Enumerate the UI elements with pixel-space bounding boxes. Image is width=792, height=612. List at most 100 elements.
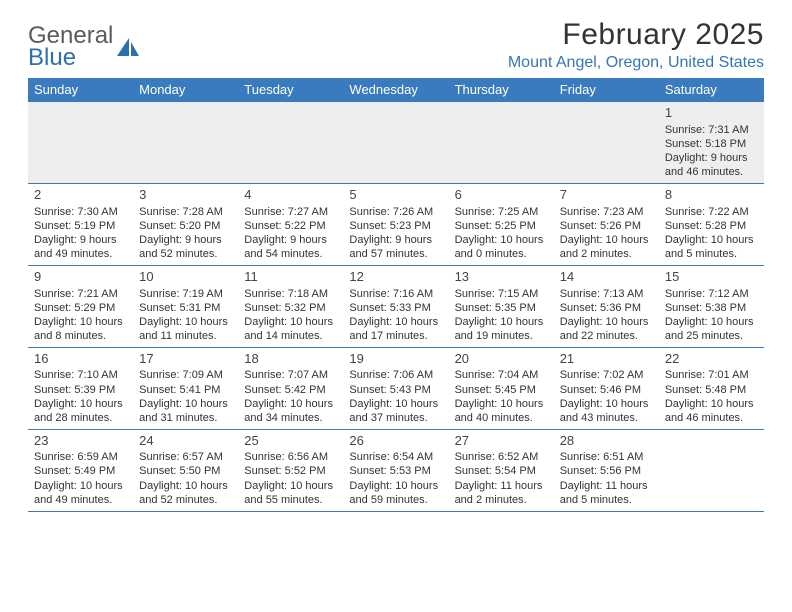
daylight-text: Daylight: 9 hours and 52 minutes. [139, 233, 234, 261]
sunset-text: Sunset: 5:18 PM [665, 137, 760, 151]
day-number: 22 [665, 351, 760, 368]
day-cell: 19Sunrise: 7:06 AMSunset: 5:43 PMDayligh… [343, 348, 448, 429]
day-cell [449, 102, 554, 183]
sunset-text: Sunset: 5:46 PM [560, 383, 655, 397]
sail-icon [115, 36, 141, 60]
day-number: 28 [560, 433, 655, 450]
sunset-text: Sunset: 5:42 PM [244, 383, 339, 397]
day-cell: 15Sunrise: 7:12 AMSunset: 5:38 PMDayligh… [659, 266, 764, 347]
day-cell: 6Sunrise: 7:25 AMSunset: 5:25 PMDaylight… [449, 184, 554, 265]
day-cell: 27Sunrise: 6:52 AMSunset: 5:54 PMDayligh… [449, 430, 554, 511]
sunrise-text: Sunrise: 7:13 AM [560, 287, 655, 301]
week-row: 16Sunrise: 7:10 AMSunset: 5:39 PMDayligh… [28, 348, 764, 430]
daylight-text: Daylight: 10 hours and 34 minutes. [244, 397, 339, 425]
daylight-text: Daylight: 9 hours and 57 minutes. [349, 233, 444, 261]
day-number: 2 [34, 187, 129, 204]
sunset-text: Sunset: 5:25 PM [455, 219, 550, 233]
day-number: 23 [34, 433, 129, 450]
day-number: 17 [139, 351, 234, 368]
sunrise-text: Sunrise: 7:21 AM [34, 287, 129, 301]
sunrise-text: Sunrise: 7:01 AM [665, 368, 760, 382]
daylight-text: Daylight: 10 hours and 17 minutes. [349, 315, 444, 343]
brand-logo: General Blue [28, 18, 141, 70]
daylight-text: Daylight: 9 hours and 46 minutes. [665, 151, 760, 179]
day-number: 6 [455, 187, 550, 204]
sunset-text: Sunset: 5:22 PM [244, 219, 339, 233]
daylight-text: Daylight: 9 hours and 49 minutes. [34, 233, 129, 261]
day-number: 5 [349, 187, 444, 204]
sunset-text: Sunset: 5:20 PM [139, 219, 234, 233]
day-cell: 21Sunrise: 7:02 AMSunset: 5:46 PMDayligh… [554, 348, 659, 429]
sunset-text: Sunset: 5:56 PM [560, 464, 655, 478]
week-row: 9Sunrise: 7:21 AMSunset: 5:29 PMDaylight… [28, 266, 764, 348]
day-number: 19 [349, 351, 444, 368]
brand-line2: Blue [28, 46, 113, 70]
day-cell: 5Sunrise: 7:26 AMSunset: 5:23 PMDaylight… [343, 184, 448, 265]
weekday-header: Sunday [28, 78, 133, 102]
sunrise-text: Sunrise: 6:57 AM [139, 450, 234, 464]
sunrise-text: Sunrise: 7:22 AM [665, 205, 760, 219]
daylight-text: Daylight: 11 hours and 5 minutes. [560, 479, 655, 507]
day-cell: 4Sunrise: 7:27 AMSunset: 5:22 PMDaylight… [238, 184, 343, 265]
sunset-text: Sunset: 5:43 PM [349, 383, 444, 397]
day-number: 21 [560, 351, 655, 368]
day-number: 4 [244, 187, 339, 204]
daylight-text: Daylight: 10 hours and 11 minutes. [139, 315, 234, 343]
day-cell: 20Sunrise: 7:04 AMSunset: 5:45 PMDayligh… [449, 348, 554, 429]
sunrise-text: Sunrise: 7:31 AM [665, 123, 760, 137]
day-number: 26 [349, 433, 444, 450]
day-cell: 8Sunrise: 7:22 AMSunset: 5:28 PMDaylight… [659, 184, 764, 265]
day-number: 7 [560, 187, 655, 204]
day-cell [133, 102, 238, 183]
day-cell: 13Sunrise: 7:15 AMSunset: 5:35 PMDayligh… [449, 266, 554, 347]
day-number: 20 [455, 351, 550, 368]
daylight-text: Daylight: 10 hours and 43 minutes. [560, 397, 655, 425]
daylight-text: Daylight: 9 hours and 54 minutes. [244, 233, 339, 261]
weekday-header: Monday [133, 78, 238, 102]
day-number: 3 [139, 187, 234, 204]
daylight-text: Daylight: 10 hours and 19 minutes. [455, 315, 550, 343]
day-cell: 9Sunrise: 7:21 AMSunset: 5:29 PMDaylight… [28, 266, 133, 347]
sunrise-text: Sunrise: 6:52 AM [455, 450, 550, 464]
day-cell: 24Sunrise: 6:57 AMSunset: 5:50 PMDayligh… [133, 430, 238, 511]
sunset-text: Sunset: 5:38 PM [665, 301, 760, 315]
daylight-text: Daylight: 10 hours and 25 minutes. [665, 315, 760, 343]
daylight-text: Daylight: 10 hours and 8 minutes. [34, 315, 129, 343]
sunset-text: Sunset: 5:53 PM [349, 464, 444, 478]
day-number: 8 [665, 187, 760, 204]
weekday-header: Wednesday [343, 78, 448, 102]
brand-text: General Blue [28, 24, 113, 70]
day-cell [554, 102, 659, 183]
sunrise-text: Sunrise: 7:16 AM [349, 287, 444, 301]
day-cell [238, 102, 343, 183]
week-row: 1Sunrise: 7:31 AMSunset: 5:18 PMDaylight… [28, 102, 764, 184]
calendar-grid: Sunday Monday Tuesday Wednesday Thursday… [28, 78, 764, 512]
daylight-text: Daylight: 10 hours and 37 minutes. [349, 397, 444, 425]
sunrise-text: Sunrise: 7:09 AM [139, 368, 234, 382]
daylight-text: Daylight: 10 hours and 31 minutes. [139, 397, 234, 425]
sunset-text: Sunset: 5:32 PM [244, 301, 339, 315]
day-cell: 18Sunrise: 7:07 AMSunset: 5:42 PMDayligh… [238, 348, 343, 429]
title-block: February 2025 Mount Angel, Oregon, Unite… [508, 18, 764, 72]
day-cell: 28Sunrise: 6:51 AMSunset: 5:56 PMDayligh… [554, 430, 659, 511]
day-cell [28, 102, 133, 183]
day-number: 27 [455, 433, 550, 450]
day-cell: 1Sunrise: 7:31 AMSunset: 5:18 PMDaylight… [659, 102, 764, 183]
sunset-text: Sunset: 5:36 PM [560, 301, 655, 315]
day-cell [659, 430, 764, 511]
sunset-text: Sunset: 5:49 PM [34, 464, 129, 478]
day-cell: 3Sunrise: 7:28 AMSunset: 5:20 PMDaylight… [133, 184, 238, 265]
daylight-text: Daylight: 10 hours and 59 minutes. [349, 479, 444, 507]
sunrise-text: Sunrise: 7:26 AM [349, 205, 444, 219]
sunrise-text: Sunrise: 7:18 AM [244, 287, 339, 301]
sunrise-text: Sunrise: 7:15 AM [455, 287, 550, 301]
sunset-text: Sunset: 5:39 PM [34, 383, 129, 397]
calendar-page: General Blue February 2025 Mount Angel, … [0, 0, 792, 512]
day-cell: 26Sunrise: 6:54 AMSunset: 5:53 PMDayligh… [343, 430, 448, 511]
weekday-header: Friday [554, 78, 659, 102]
sunrise-text: Sunrise: 7:19 AM [139, 287, 234, 301]
location-label: Mount Angel, Oregon, United States [508, 54, 764, 72]
sunset-text: Sunset: 5:33 PM [349, 301, 444, 315]
sunset-text: Sunset: 5:48 PM [665, 383, 760, 397]
sunset-text: Sunset: 5:50 PM [139, 464, 234, 478]
